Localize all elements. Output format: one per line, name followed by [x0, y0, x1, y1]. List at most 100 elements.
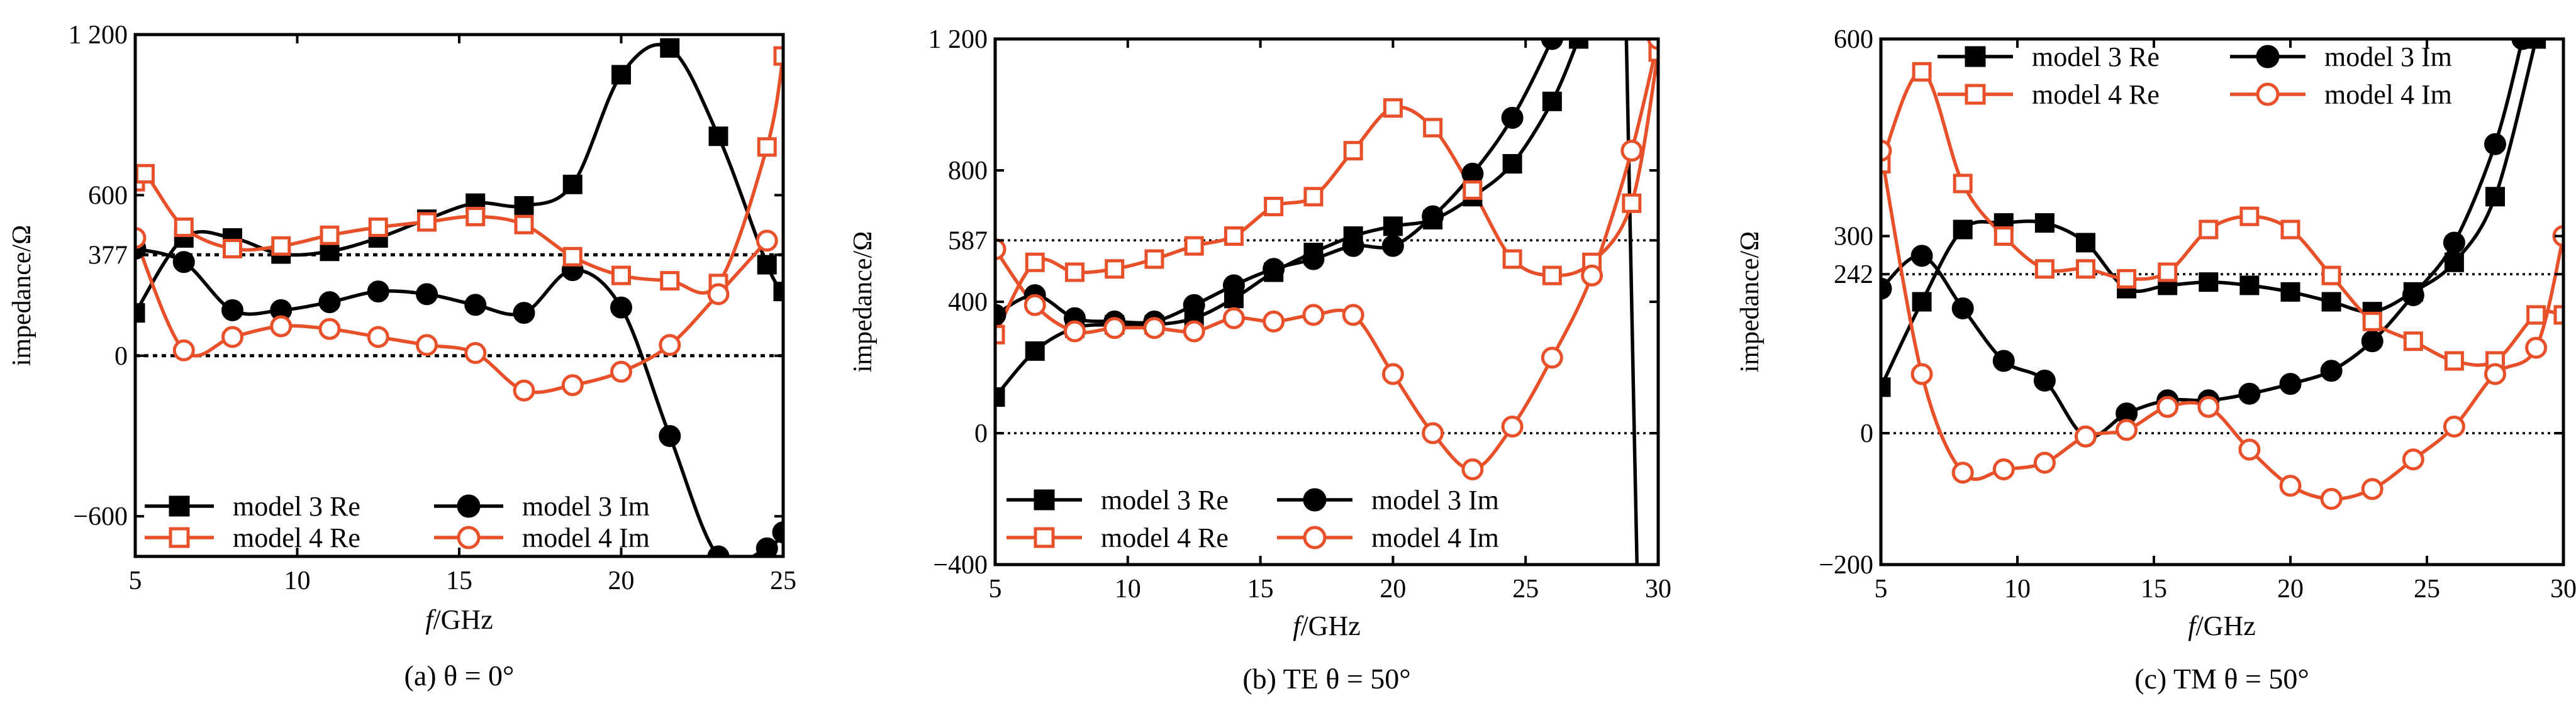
data-point-circle [1222, 307, 1245, 329]
data-point-circle [1647, 39, 1658, 50]
data-point-circle [2256, 82, 2280, 106]
data-point-circle [2033, 369, 2056, 392]
y-tick-label: 1 200 [69, 21, 128, 50]
data-point-square [611, 265, 631, 285]
data-point-circle [610, 296, 632, 319]
data-point-square [2239, 275, 2260, 295]
data-point-square [1184, 236, 1204, 256]
x-tick-label: 20 [608, 566, 635, 595]
data-point-square [757, 255, 777, 275]
panel-caption: (a) θ = 0° [404, 660, 515, 692]
data-point-square [514, 214, 534, 235]
data-point-square [1569, 39, 1589, 49]
data-point-circle [464, 294, 487, 316]
data-point-circle [464, 342, 487, 365]
data-point-circle [756, 229, 778, 252]
data-point-circle [416, 334, 438, 356]
chart-panel-c: impedance/Ω 5 10 15 20 25 30 −200 0 242 300 600 mod… [1736, 25, 2576, 695]
data-point-circle [1992, 458, 2015, 480]
data-point-square [1034, 527, 1055, 548]
data-point-circle [1501, 106, 1524, 129]
y-tick-label: 600 [1834, 25, 1873, 54]
x-axis-label: f/GHz [2188, 610, 2256, 641]
data-point-circle [2033, 451, 2056, 474]
y-tick-label: 587 [948, 226, 988, 255]
legend-label: model 4 Im [2324, 79, 2452, 110]
data-point-square [1034, 489, 1055, 511]
x-tick-label: 15 [1247, 575, 1274, 604]
data-point-circle [1881, 140, 1892, 162]
data-point-square [1383, 216, 1403, 236]
data-point-circle [1461, 162, 1484, 185]
data-point-circle [221, 326, 243, 348]
data-point-circle [995, 304, 1006, 326]
x-tick-label: 25 [1512, 575, 1539, 604]
data-point-circle [2156, 395, 2179, 418]
data-point-circle [2238, 382, 2261, 405]
x-tick-label: 15 [2141, 575, 2167, 604]
data-point-circle [318, 291, 341, 314]
data-point-circle [1183, 294, 1205, 316]
data-point-circle [2443, 416, 2465, 438]
data-point-circle [1143, 317, 1166, 340]
data-point-square [223, 239, 242, 259]
y-tick-label: 400 [948, 288, 988, 317]
data-point-circle [270, 315, 293, 338]
plot-frame [1879, 37, 2565, 566]
data-point-circle [707, 283, 730, 306]
data-point-circle [1881, 277, 1892, 300]
data-point-square [1622, 193, 1642, 213]
data-point-circle [135, 226, 147, 249]
x-axis-label: f/GHz [1293, 610, 1361, 641]
data-point-square [1423, 118, 1443, 138]
data-point-square [2362, 311, 2382, 331]
x-tick-label: 15 [446, 566, 472, 595]
x-tick-label: 30 [2550, 575, 2576, 604]
x-tick-label: 10 [284, 566, 311, 595]
data-point-circle [1303, 488, 1327, 512]
data-point-circle [457, 526, 481, 550]
data-point-square [1502, 249, 1522, 269]
data-point-square [2034, 213, 2055, 233]
data-point-square [995, 387, 1005, 407]
data-point-square [2485, 187, 2505, 207]
data-point-circle [707, 545, 730, 556]
series-group [995, 39, 1658, 565]
data-point-circle [2197, 395, 2220, 418]
data-point-circle [1951, 461, 1974, 484]
data-point-square [2403, 331, 2423, 351]
data-point-circle [610, 360, 632, 383]
data-point-square [2553, 305, 2563, 325]
data-point-square [2280, 282, 2300, 302]
data-point-circle [1581, 264, 1603, 287]
data-point-square [2321, 265, 2341, 285]
y-tick-label: 0 [1860, 419, 1873, 448]
data-point-circle [2484, 363, 2506, 385]
x-axis-label: f/GHz [425, 604, 493, 635]
y-tick-label: 600 [88, 181, 128, 210]
data-point-square [1144, 249, 1164, 269]
data-point-square [1542, 91, 1562, 111]
data-point-circle [2361, 478, 2384, 500]
data-point-square [562, 246, 583, 267]
data-point-square [1463, 180, 1483, 200]
data-point-circle [172, 251, 195, 273]
data-point-square [995, 324, 1005, 345]
data-point-circle [2075, 425, 2097, 448]
data-point-square [1383, 98, 1403, 118]
data-point-square [1224, 226, 1244, 246]
data-point-circle [1263, 310, 1285, 333]
data-point-circle [2402, 284, 2424, 307]
y-tick-label: 1 200 [928, 25, 988, 54]
data-point-circle [1381, 235, 1404, 257]
data-point-square [2444, 351, 2464, 371]
data-point-square [2239, 206, 2260, 226]
data-point-square [708, 126, 728, 146]
legend-label: model 4 Re [233, 522, 360, 553]
data-point-circle [1620, 140, 1643, 162]
x-tick-label: 25 [2414, 575, 2440, 604]
x-axis-label-unit: /GHz [433, 604, 493, 635]
data-point-square [1953, 219, 1973, 240]
